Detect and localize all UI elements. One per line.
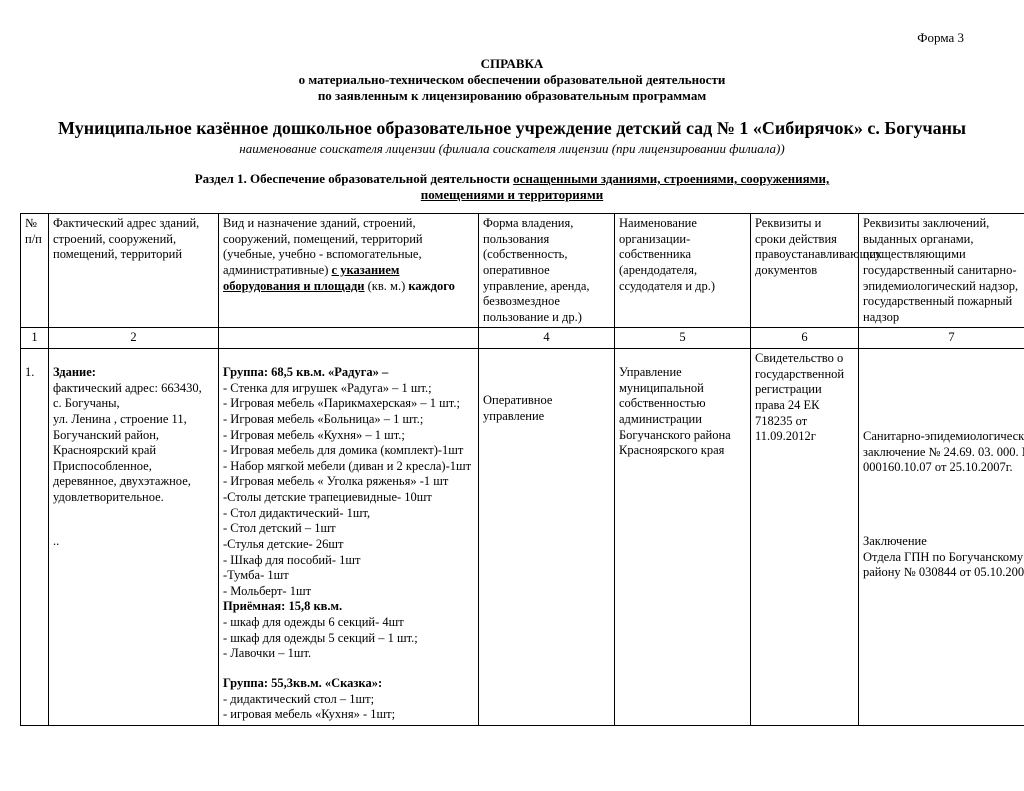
title-line1: СПРАВКА xyxy=(20,56,1004,72)
numrow-c5: 6 xyxy=(751,328,859,349)
row1-c2: Группа: 68,5 кв.м. «Радуга» – - Стенка д… xyxy=(219,349,479,726)
section-underlined1: оснащенными зданиями, строениями, сооруж… xyxy=(513,171,829,186)
row1-c1-l5: .. xyxy=(53,534,214,550)
numrow-c3: 4 xyxy=(479,328,615,349)
row1-c5-text: Свидетельство о государственной регистра… xyxy=(755,351,854,445)
header-c5: Реквизиты и сроки действия правоустанавл… xyxy=(751,214,859,328)
row1-c1-l3: ул. Ленина , строение 11, Богучанский ра… xyxy=(53,412,214,459)
row1-c4-text: Управление муниципальной собственностью … xyxy=(619,365,746,459)
row1-c0: 1. xyxy=(21,349,49,726)
row1-c2-i11: -Стулья детские- 26шт xyxy=(223,537,474,553)
number-row: 1 2 4 5 6 7 xyxy=(21,328,1024,349)
row1-c2-g1: Группа: 68,5 кв.м. «Радуга» – xyxy=(223,365,474,381)
form-label: Форма 3 xyxy=(20,30,1004,46)
numrow-c6: 7 xyxy=(859,328,1024,349)
header-c2-p2: (кв. м.) xyxy=(365,279,409,293)
row1-c2-i12: - Шкаф для пособий- 1шт xyxy=(223,553,474,569)
row1-c2-i5: - Игровая мебель для домика (комплект)-1… xyxy=(223,443,474,459)
row1-c6-p1: Санитарно-эпидемиологическое заключение … xyxy=(863,429,1024,476)
row1-c6: Санитарно-эпидемиологическое заключение … xyxy=(859,349,1024,726)
row1-c2-i15: - шкаф для одежды 6 секций- 4шт xyxy=(223,615,474,631)
row1-c1-l0: Здание: xyxy=(53,365,214,381)
row1-c4: Управление муниципальной собственностью … xyxy=(615,349,751,726)
row1-c2-i4: - Игровая мебель «Кухня» – 1 шт.; xyxy=(223,428,474,444)
row1-c2-i16: - шкаф для одежды 5 секций – 1 шт.; xyxy=(223,631,474,647)
header-row: № п/п Фактический адрес зданий, строений… xyxy=(21,214,1024,328)
section-underlined2: помещениями и территориями xyxy=(421,187,603,202)
row1-num: 1. xyxy=(25,365,44,381)
row1-c2-i18: - дидактический стол – 1шт; xyxy=(223,692,474,708)
row1-c2-i8: -Столы детские трапециевидные- 10шт xyxy=(223,490,474,506)
row1-c1-l2: с. Богучаны, xyxy=(53,396,214,412)
row1-c2-i1: - Стенка для игрушек «Радуга» – 1 шт.; xyxy=(223,381,474,397)
row1-c1: Здание: фактический адрес: 663430, с. Бо… xyxy=(49,349,219,726)
numrow-c4: 5 xyxy=(615,328,751,349)
header-c0: № п/п xyxy=(21,214,49,328)
row1-c2-i10: - Стол детский – 1шт xyxy=(223,521,474,537)
header-c3: Форма владения, пользования (собственнос… xyxy=(479,214,615,328)
org-caption: наименование соискателя лицензии (филиал… xyxy=(20,141,1004,157)
row1-c2-i13: -Тумба- 1шт xyxy=(223,568,474,584)
section-prefix: Раздел 1. Обеспечение образовательной де… xyxy=(195,171,513,186)
row1-c1-l1: фактический адрес: 663430, xyxy=(53,381,214,397)
row1-c1-l4: Приспособленное, деревянное, двухэтажное… xyxy=(53,459,214,506)
row1-c2-i14: - Мольберт- 1шт xyxy=(223,584,474,600)
row1-c2-i6: - Набор мягкой мебели (диван и 2 кресла)… xyxy=(223,459,474,475)
row1-c6-p2: Заключение xyxy=(863,534,1024,550)
row1-c3-text: Оперативное управление xyxy=(483,393,610,424)
row1-c2-i19: - игровая мебель «Кухня» - 1шт; xyxy=(223,707,474,723)
data-row-1: 1. Здание: фактический адрес: 663430, с.… xyxy=(21,349,1024,726)
row1-c2-i7: - Игровая мебель « Уголка ряженья» -1 шт xyxy=(223,474,474,490)
numrow-c0: 1 xyxy=(21,328,49,349)
row1-c2-i3: - Игровая мебель «Больница» – 1 шт.; xyxy=(223,412,474,428)
row1-c3: Оперативное управление xyxy=(479,349,615,726)
title-line3: по заявленным к лицензированию образоват… xyxy=(20,88,1004,104)
section-title: Раздел 1. Обеспечение образовательной де… xyxy=(20,171,1004,203)
header-c6: Реквизиты заключений, выданных органами,… xyxy=(859,214,1024,328)
header-c1: Фактический адрес зданий, строений, соор… xyxy=(49,214,219,328)
row1-c6-p3: Отдела ГПН по Богучанскому району № 0308… xyxy=(863,550,1024,581)
row1-c2-i17: - Лавочки – 1шт. xyxy=(223,646,474,662)
header-c4: Наименование организации-собственника (а… xyxy=(615,214,751,328)
row1-c5: Свидетельство о государственной регистра… xyxy=(751,349,859,726)
org-name: Муниципальное казённое дошкольное образо… xyxy=(20,118,1004,139)
title-line2: о материально-техническом обеспечении об… xyxy=(20,72,1004,88)
main-table: № п/п Фактический адрес зданий, строений… xyxy=(20,213,1024,726)
row1-c2-g2: Приёмная: 15,8 кв.м. xyxy=(223,599,474,615)
row1-c2-g3: Группа: 55,3кв.м. «Сказка»: xyxy=(223,676,474,692)
numrow-c1: 2 xyxy=(49,328,219,349)
row1-c2-i9: - Стол дидактический- 1шт, xyxy=(223,506,474,522)
title-block: СПРАВКА о материально-техническом обеспе… xyxy=(20,56,1004,104)
numrow-c2 xyxy=(219,328,479,349)
header-c2: Вид и назначение зданий, строений, соору… xyxy=(219,214,479,328)
header-c2-b: каждого xyxy=(408,279,455,293)
row1-c2-i2: - Игровая мебель «Парикмахерская» – 1 шт… xyxy=(223,396,474,412)
